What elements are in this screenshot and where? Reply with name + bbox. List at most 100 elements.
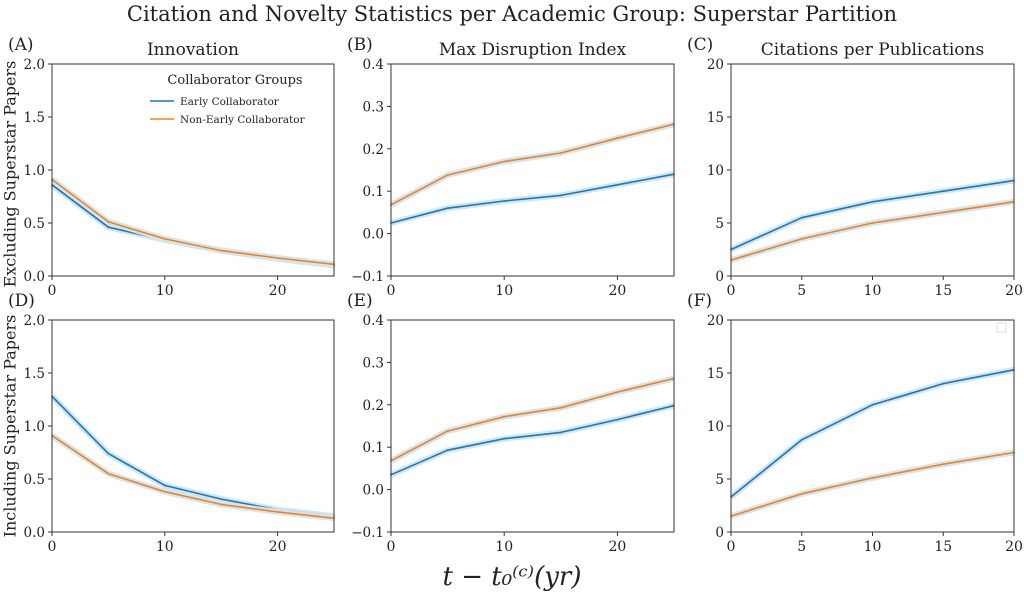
panel-f: 0 5 10 15 20 0 5 10 15 20 (F) — [687, 291, 1023, 555]
data-point — [871, 477, 874, 479]
data-point — [871, 222, 874, 224]
panel-b: −0.1 0.0 0.1 0.2 0.3 0.4 0 10 20 (B) Max Disruptio… — [347, 35, 675, 299]
y-tick-label: 0.0 — [24, 525, 45, 541]
data-point — [503, 437, 506, 440]
data-point — [163, 238, 166, 240]
confidence-band — [50, 177, 335, 268]
y-tick-label: 1.5 — [24, 366, 45, 382]
x-tick-label: 10 — [864, 539, 882, 555]
row-label: Excluding Superstar Papers — [1, 61, 20, 288]
series-line-early — [51, 184, 335, 267]
panel-title: Citations per Publications — [761, 40, 984, 60]
series-line-non-early — [51, 178, 335, 266]
axes-frame — [390, 319, 675, 533]
y-tick-label: 5 — [715, 472, 724, 488]
empty-legend-box — [996, 322, 1007, 333]
data-point — [942, 382, 945, 385]
data-point — [616, 137, 619, 140]
confidence-band — [389, 121, 675, 208]
y-tick-label: 2.0 — [24, 313, 45, 329]
y-tick-label: 1.0 — [24, 163, 45, 179]
data-point — [616, 183, 619, 186]
x-tick-label: 20 — [1005, 283, 1023, 299]
x-tick-label: 10 — [156, 283, 174, 299]
x-tick-label: 10 — [495, 283, 513, 299]
x-tick-label: 0 — [727, 539, 736, 555]
y-tick-label: 0.2 — [363, 398, 384, 414]
data-point — [871, 200, 874, 203]
x-axis-label: t − t₀⁽ᶜ⁾(yr) — [442, 562, 582, 592]
data-point — [107, 452, 110, 455]
row-label: Including Superstar Papers — [1, 315, 20, 538]
data-point — [800, 438, 803, 441]
data-point — [107, 472, 110, 475]
y-tick-label: 0.3 — [363, 99, 384, 115]
y-tick-label: 1.5 — [24, 110, 45, 126]
x-tick-label: 10 — [864, 283, 882, 299]
x-tick-label: 5 — [797, 539, 806, 555]
x-tick-label: 0 — [48, 539, 57, 555]
data-point — [942, 211, 945, 214]
x-tick-label: 15 — [934, 539, 952, 555]
confidence-band — [389, 375, 675, 464]
y-tick-label: 2.0 — [24, 57, 45, 73]
data-point — [559, 431, 562, 434]
series-line-non-early — [390, 377, 675, 462]
x-tick-label: 20 — [1005, 539, 1023, 555]
data-point — [559, 406, 562, 409]
data-point — [503, 415, 506, 418]
panel-label: (A) — [8, 35, 34, 55]
y-tick-label: 0.2 — [363, 142, 384, 158]
data-point — [220, 503, 223, 506]
data-point — [107, 226, 110, 229]
series-line-early — [390, 173, 675, 224]
data-point — [163, 490, 166, 493]
data-point — [446, 207, 449, 210]
data-point — [942, 190, 945, 193]
data-point — [871, 403, 874, 406]
data-point — [276, 510, 279, 513]
x-tick-label: 10 — [156, 539, 174, 555]
axes-frame — [730, 63, 1015, 277]
data-point — [559, 194, 562, 197]
data-point — [559, 152, 562, 154]
legend-entry: Non-Early Collaborator — [180, 114, 306, 126]
series-line-non-early — [51, 434, 335, 519]
axes-frame — [390, 63, 675, 277]
legend-entry: Early Collaborator — [180, 96, 280, 108]
x-tick-label: 20 — [269, 283, 287, 299]
legend-title: Collaborator Groups — [167, 73, 302, 88]
confidence-band — [729, 177, 1015, 253]
data-point — [800, 216, 803, 219]
x-tick-label: 10 — [495, 539, 513, 555]
panel-a: 0.0 0.5 1.0 1.5 2.0 0 10 20 (A) Innovation — [8, 35, 335, 299]
panel-label: (C) — [687, 35, 713, 55]
panel-label: (F) — [687, 291, 712, 311]
y-tick-label: 0.0 — [363, 227, 384, 243]
data-point — [503, 160, 506, 163]
series-line-early — [730, 179, 1015, 251]
data-point — [800, 492, 803, 495]
y-tick-label: 0 — [715, 525, 724, 541]
data-point — [163, 484, 166, 487]
data-point — [616, 418, 619, 421]
figure-title: Citation and Novelty Statistics per Acad… — [126, 2, 898, 26]
data-point — [503, 200, 506, 202]
y-tick-label: 20 — [707, 57, 724, 73]
x-tick-label: 0 — [727, 283, 736, 299]
data-point — [942, 463, 945, 466]
y-tick-label: 0.0 — [24, 269, 45, 285]
data-point — [800, 238, 803, 240]
x-tick-label: 0 — [387, 539, 396, 555]
y-tick-label: 0.1 — [363, 184, 384, 200]
y-tick-label: 0.5 — [24, 216, 45, 232]
confidence-band — [50, 182, 335, 269]
y-tick-label: 10 — [707, 419, 724, 435]
y-tick-label: −0.1 — [351, 269, 384, 285]
y-tick-label: 15 — [707, 110, 724, 126]
data-point — [616, 391, 619, 393]
panel-e: −0.1 0.0 0.1 0.2 0.3 0.4 0 10 20 (E) — [347, 291, 675, 555]
series-line-non-early — [390, 123, 675, 206]
y-tick-label: 5 — [715, 216, 724, 232]
